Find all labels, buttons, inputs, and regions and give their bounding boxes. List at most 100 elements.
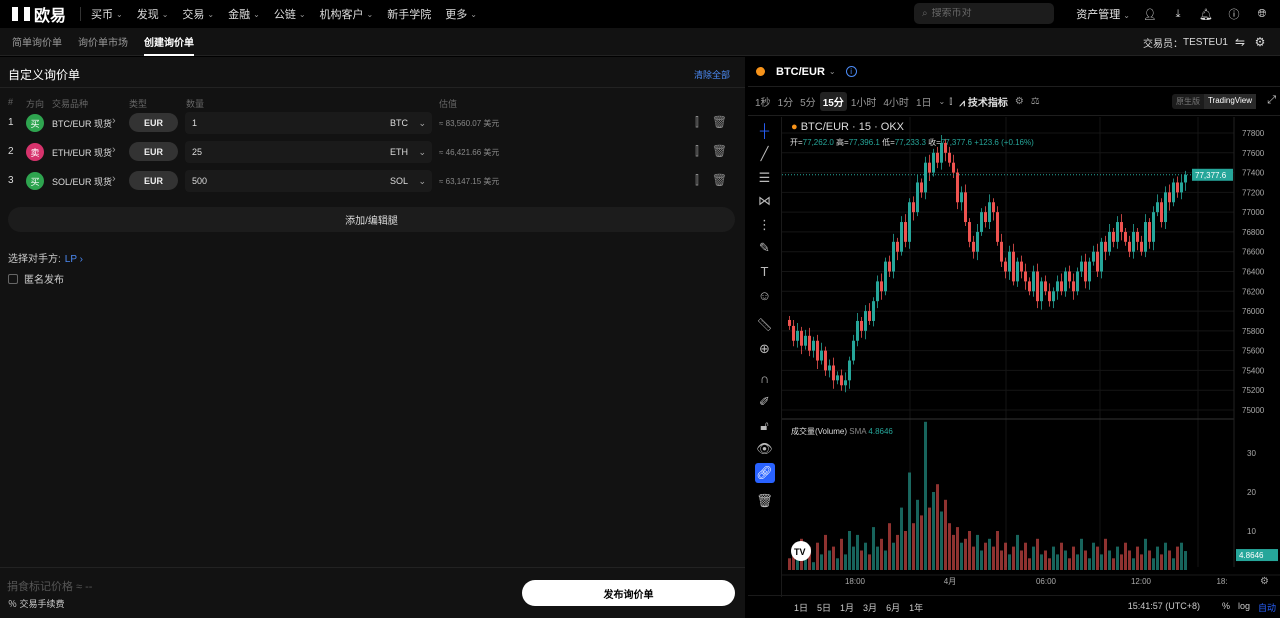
timeframe-3[interactable]: 15分 bbox=[819, 92, 847, 111]
adjust-icon[interactable]: ⫿ bbox=[695, 115, 699, 129]
range-4[interactable]: 6月 bbox=[886, 602, 901, 613]
volume-bar bbox=[1120, 554, 1123, 570]
chevron-down-icon[interactable]: ⌄ bbox=[938, 97, 946, 106]
nav-item[interactable]: 机构客户 ⌄ bbox=[320, 6, 374, 22]
trash-icon[interactable]: 🗑︎ bbox=[711, 144, 728, 158]
side-badge[interactable]: 买 bbox=[26, 172, 44, 190]
adjust-icon[interactable]: ⫿ bbox=[695, 144, 699, 158]
pattern-icon[interactable]: ⋈ bbox=[758, 193, 771, 208]
lock-icon[interactable]: 🔓︎ bbox=[760, 417, 769, 433]
trash-icon[interactable]: 🗑︎ bbox=[711, 115, 728, 129]
type-button[interactable]: EUR bbox=[129, 142, 178, 161]
nav-item[interactable]: 金融 ⌄ bbox=[228, 6, 260, 22]
side-badge[interactable]: 买 bbox=[26, 114, 44, 132]
type-button[interactable]: EUR bbox=[129, 171, 178, 190]
timeframe-5[interactable]: 4小时 bbox=[883, 98, 909, 109]
publish-rfq-button[interactable]: 发布询价单 bbox=[522, 580, 735, 606]
search-box[interactable]: ⌕ bbox=[914, 3, 1054, 24]
fib-icon[interactable]: ☰ bbox=[758, 169, 771, 185]
projection-icon[interactable]: ⋮ bbox=[758, 216, 771, 232]
version-native[interactable]: 原生版 bbox=[1175, 97, 1200, 106]
zoom-in-icon[interactable]: ⊕ bbox=[759, 340, 770, 356]
link-icon[interactable]: 🔗︎ bbox=[754, 462, 775, 483]
clear-all-button[interactable]: 清除全部 bbox=[693, 70, 730, 80]
side-badge[interactable]: 卖 bbox=[26, 143, 44, 161]
asset-management-menu[interactable]: 资产管理 ⌄ bbox=[1076, 9, 1130, 21]
nav-item[interactable]: 买币 ⌄ bbox=[91, 6, 123, 22]
eye-icon[interactable]: 👁︎ bbox=[756, 441, 773, 456]
tab-1[interactable]: 询价单市场 bbox=[78, 38, 128, 49]
anonymous-option[interactable]: 匿名发布 bbox=[8, 271, 64, 286]
switch-icon[interactable]: ⇋ bbox=[1234, 35, 1246, 49]
volume-bar bbox=[976, 534, 979, 570]
brush-icon[interactable]: ✎ bbox=[759, 240, 770, 255]
percent-toggle[interactable]: % bbox=[1221, 601, 1230, 611]
gear-icon[interactable]: ⚙ bbox=[1254, 35, 1266, 49]
range-3[interactable]: 3月 bbox=[863, 602, 878, 613]
timeframe-2[interactable]: 5分 bbox=[800, 98, 816, 109]
unit-select[interactable]: BTC bbox=[390, 118, 408, 128]
adjust-icon[interactable]: ⫿ bbox=[695, 173, 699, 187]
quantity-input[interactable] bbox=[192, 176, 362, 186]
chevron-right-icon[interactable]: › bbox=[112, 173, 116, 185]
candle-body bbox=[920, 182, 923, 193]
symbol-selector[interactable]: BTC/EUR bbox=[776, 65, 825, 78]
type-button[interactable]: EUR bbox=[129, 113, 178, 132]
text-icon[interactable]: T bbox=[760, 264, 769, 279]
timeframe-0[interactable]: 1秒 bbox=[755, 98, 771, 109]
candle-type-icon[interactable]: ⫾ bbox=[949, 96, 953, 107]
crosshair-icon[interactable]: ┼ bbox=[759, 123, 770, 138]
lock-drawing-icon[interactable]: ✐ bbox=[759, 394, 770, 409]
quantity-input[interactable] bbox=[192, 118, 362, 128]
magnet-icon[interactable]: ∩ bbox=[759, 371, 770, 386]
candlestick-chart[interactable]: 75000 75200 75400 75600 75800 76000 76200 76400… bbox=[782, 117, 1280, 595]
nav-item[interactable]: 更多 ⌄ bbox=[445, 6, 477, 22]
nav-item[interactable]: 交易 ⌄ bbox=[182, 6, 214, 22]
indicators-button[interactable]: ⩘ 技术指标 bbox=[959, 98, 1008, 109]
unit-select[interactable]: SOL bbox=[389, 176, 408, 186]
range-1[interactable]: 5日 bbox=[817, 602, 832, 613]
user-icon[interactable]: 👤︎ bbox=[1143, 8, 1157, 21]
range-5[interactable]: 1年 bbox=[909, 602, 924, 613]
quantity-input[interactable] bbox=[192, 147, 362, 157]
nav-item[interactable]: 发现 ⌄ bbox=[137, 6, 169, 22]
chevron-down-icon[interactable]: ⌄ bbox=[418, 146, 426, 157]
logo[interactable]: 欧易 bbox=[12, 2, 66, 26]
version-tradingview[interactable]: TradingView bbox=[1203, 94, 1256, 109]
nav-item[interactable]: 公链 ⌄ bbox=[274, 6, 306, 22]
auto-toggle[interactable]: 自动 bbox=[1257, 603, 1276, 613]
log-toggle[interactable]: log bbox=[1237, 601, 1250, 611]
ruler-icon[interactable]: 📏︎ bbox=[756, 317, 773, 332]
timeframe-6[interactable]: 1日 bbox=[915, 98, 932, 109]
trendline-icon[interactable]: ╱ bbox=[760, 146, 769, 161]
info-icon[interactable]: i bbox=[845, 66, 857, 77]
timeframe-4[interactable]: 1小时 bbox=[850, 98, 877, 109]
settings-icon[interactable]: ⚙ bbox=[1014, 96, 1024, 107]
counterparty-link[interactable]: LP › bbox=[64, 254, 83, 265]
trash-icon[interactable]: 🗑︎ bbox=[756, 492, 773, 508]
search-input[interactable] bbox=[931, 8, 1042, 19]
trading-fee-link[interactable]: ％ 交易手续费 bbox=[8, 597, 65, 610]
fullscreen-icon[interactable]: ⤢ bbox=[1267, 94, 1276, 106]
tab-2[interactable]: 创建询价单 bbox=[144, 28, 194, 56]
chevron-down-icon[interactable]: ⌄ bbox=[418, 175, 426, 186]
timeframe-1[interactable]: 1分 bbox=[777, 98, 794, 109]
help-icon[interactable]: ⓘ bbox=[1228, 9, 1240, 21]
chevron-right-icon[interactable]: › bbox=[112, 115, 116, 127]
chevron-down-icon[interactable]: ⌄ bbox=[828, 67, 836, 76]
chevron-right-icon[interactable]: › bbox=[112, 144, 116, 156]
nav-item[interactable]: 新手学院 bbox=[387, 6, 431, 22]
range-0[interactable]: 1日 bbox=[794, 602, 809, 613]
range-2[interactable]: 1月 bbox=[840, 602, 855, 613]
chevron-down-icon[interactable]: ⌄ bbox=[418, 117, 426, 128]
trash-icon[interactable]: 🗑︎ bbox=[711, 173, 728, 187]
compare-icon[interactable]: ⚖ bbox=[1030, 96, 1040, 107]
unit-select[interactable]: ETH bbox=[390, 147, 408, 157]
bell-icon[interactable]: 🔔︎ bbox=[1199, 8, 1213, 21]
download-icon[interactable]: ⤓ bbox=[1175, 7, 1181, 20]
globe-icon[interactable]: 🌐︎ bbox=[1257, 7, 1267, 20]
anonymous-checkbox[interactable] bbox=[8, 273, 18, 284]
tab-0[interactable]: 简单询价单 bbox=[12, 38, 62, 49]
add-edit-leg-button[interactable]: 添加/编辑腿 bbox=[8, 207, 735, 232]
emoji-icon[interactable]: ☺ bbox=[757, 287, 772, 303]
